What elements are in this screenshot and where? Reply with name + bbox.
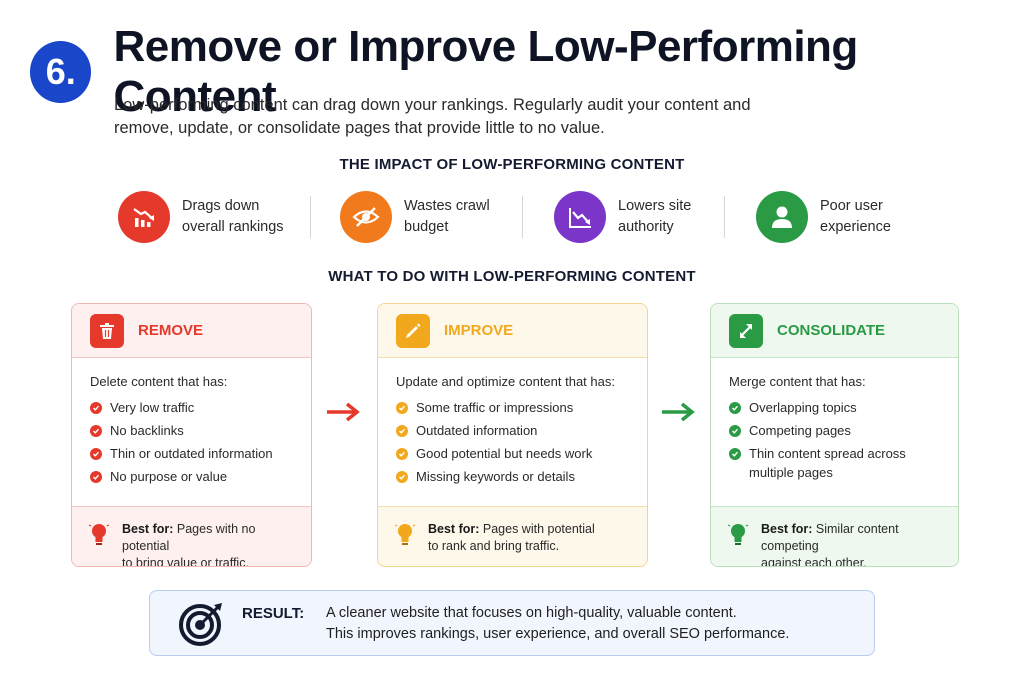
trash-icon [90, 313, 124, 348]
check-icon [90, 448, 102, 460]
impact-item-authority: Lowers site authority [554, 188, 748, 246]
result-line-1: A cleaner website that focuses on high-q… [326, 605, 737, 621]
consolidate-card: CONSOLIDATE Merge content that has: Over… [710, 303, 959, 567]
check-icon [729, 448, 741, 460]
result-label: RESULT: [242, 605, 305, 622]
check-icon [396, 471, 408, 483]
impact-label-line-2: authority [618, 219, 674, 235]
arrow-right-icon [325, 400, 365, 429]
list-item: Competing pages [729, 422, 940, 440]
impact-label-line-1: Poor user [820, 198, 883, 214]
merge-arrows-icon [729, 313, 763, 348]
impact-label-line-1: Drags down [182, 198, 260, 214]
list-item: Some traffic or impressions [396, 399, 629, 417]
check-icon [729, 402, 741, 414]
list-item: Overlapping topics [729, 399, 940, 417]
intro-line-1: Low-performing content can drag down you… [114, 96, 751, 114]
best-for-line-1: Pages with potential [482, 522, 595, 536]
pencil-icon [396, 313, 430, 348]
card-body: Merge content that has: Overlapping topi… [711, 358, 958, 506]
card-footer: Best for: Pages with potential to rank a… [378, 506, 647, 566]
criteria-list: Overlapping topics Competing pages Thin … [729, 399, 940, 482]
card-lead: Delete content that has: [90, 374, 228, 389]
list-item: Thin content spread across [729, 445, 940, 463]
list-item: No backlinks [90, 422, 293, 440]
list-item: Missing keywords or details [396, 468, 629, 486]
best-for-line-1: Similar content competing [761, 522, 899, 553]
list-item: Very low traffic [90, 399, 293, 417]
impact-item-crawl: Wastes crawl budget [340, 188, 534, 246]
divider [310, 196, 311, 238]
card-header: REMOVE [72, 304, 311, 358]
criteria-list: Some traffic or impressions Outdated inf… [396, 399, 629, 486]
result-line-2: This improves rankings, user experience,… [326, 626, 790, 642]
best-for-line-2: against each other. [761, 556, 867, 567]
impact-item-rankings: Drags down overall rankings [118, 188, 312, 246]
page-header: 6. Remove or Improve Low-Performing Cont… [30, 22, 1024, 122]
impact-label-line-2: budget [404, 219, 449, 235]
list-item: Good potential but needs work [396, 445, 629, 463]
criteria-list: Very low traffic No backlinks Thin or ou… [90, 399, 293, 486]
best-for-line-2: to bring value or traffic. [122, 556, 249, 567]
check-icon [729, 425, 741, 437]
card-footer: Best for: Similar content competing agai… [711, 506, 958, 567]
best-for-line-2: to rank and bring traffic. [428, 539, 560, 553]
impact-label-line-1: Lowers site [618, 198, 692, 214]
result-box: RESULT: A cleaner website that focuses o… [149, 590, 875, 656]
impact-row: Drags down overall rankings Wastes crawl… [114, 188, 914, 246]
improve-card: IMPROVE Update and optimize content that… [377, 303, 648, 567]
arrow-right-icon [660, 400, 700, 429]
eye-slash-icon [340, 191, 392, 243]
best-for-label: Best for: [761, 522, 813, 536]
downtrend-icon [554, 191, 606, 243]
impact-item-ux: Poor user experience [756, 188, 950, 246]
list-item-continued: multiple pages [749, 465, 833, 480]
check-icon [90, 471, 102, 483]
impact-label-line-2: overall rankings [182, 219, 284, 235]
list-item: No purpose or value [90, 468, 293, 486]
card-body: Delete content that has: Very low traffi… [72, 358, 311, 506]
lightbulb-icon [727, 521, 749, 554]
card-title: IMPROVE [444, 322, 514, 339]
impact-label-line-2: experience [820, 219, 891, 235]
check-icon [396, 402, 408, 414]
card-header: CONSOLIDATE [711, 304, 958, 358]
intro-paragraph: Low-performing content can drag down you… [114, 94, 834, 140]
card-lead: Update and optimize content that has: [396, 374, 615, 389]
list-item: Thin or outdated information [90, 445, 293, 463]
divider [724, 196, 725, 238]
impact-label-line-1: Wastes crawl [404, 198, 490, 214]
impact-heading: THE IMPACT OF LOW-PERFORMING CONTENT [339, 156, 685, 173]
divider [522, 196, 523, 238]
step-number-badge: 6. [30, 41, 92, 103]
user-icon [756, 191, 808, 243]
list-item: Outdated information [396, 422, 629, 440]
best-for-label: Best for: [122, 522, 174, 536]
card-title: REMOVE [138, 322, 204, 339]
card-title: CONSOLIDATE [777, 322, 886, 339]
target-icon [178, 601, 226, 652]
check-icon [90, 425, 102, 437]
lightbulb-icon [88, 521, 110, 554]
page-title: Remove or Improve Low-Performing Content [113, 22, 858, 121]
check-icon [90, 402, 102, 414]
check-icon [396, 425, 408, 437]
check-icon [396, 448, 408, 460]
intro-line-2: remove, update, or consolidate pages tha… [114, 119, 605, 137]
card-lead: Merge content that has: [729, 374, 866, 389]
best-for-line-1: Pages with no potential [122, 522, 256, 553]
best-for-label: Best for: [428, 522, 480, 536]
card-header: IMPROVE [378, 304, 647, 358]
remove-card: REMOVE Delete content that has: Very low… [71, 303, 312, 567]
declining-chart-icon [118, 191, 170, 243]
lightbulb-icon [394, 521, 416, 554]
card-footer: Best for: Pages with no potential to bri… [72, 506, 311, 567]
card-body: Update and optimize content that has: So… [378, 358, 647, 506]
actions-heading: WHAT TO DO WITH LOW-PERFORMING CONTENT [328, 268, 696, 285]
